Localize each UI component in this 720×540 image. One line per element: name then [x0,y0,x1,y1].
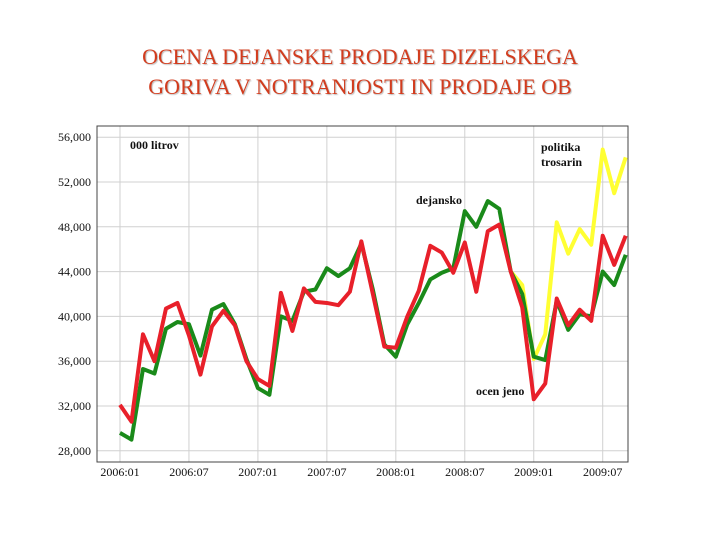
chart-title: OCENA DEJANSKE PRODAJE DIZELSKEGA GORIVA… [0,42,720,102]
x-tick-label: 2007:07 [307,465,346,479]
y-tick-label: 36,000 [58,354,91,368]
plot-frame [96,125,629,463]
x-tick-label: 2007:01 [238,465,277,479]
x-tick-label: 2006:07 [169,465,208,479]
x-tick-label: 2009:07 [583,465,622,479]
series-line [118,199,628,442]
series-line [118,222,628,424]
y-tick-label: 32,000 [58,399,91,413]
annotation: trosarin [541,155,582,169]
y-tick-label: 52,000 [58,175,91,189]
x-tick-label: 2008:07 [445,465,484,479]
y-tick-label: 28,000 [58,444,91,458]
y-tick-label: 40,000 [58,309,91,323]
x-tick-label: 2006:01 [100,465,139,479]
annotation: 000 litrov [130,138,179,152]
annotation: politika [541,140,580,154]
y-tick-label: 48,000 [58,220,91,234]
y-tick-label: 44,000 [58,265,91,279]
x-tick-label: 2009:01 [514,465,553,479]
annotation: ocen jeno [476,384,524,398]
y-tick-label: 56,000 [58,130,91,144]
x-tick-label: 2008:01 [376,465,415,479]
annotation: dejansko [416,193,462,207]
title-line: GORIVA V NOTRANJOSTI IN PRODAJE OB [148,74,572,99]
title-line: OCENA DEJANSKE PRODAJE DIZELSKEGA [142,44,578,69]
